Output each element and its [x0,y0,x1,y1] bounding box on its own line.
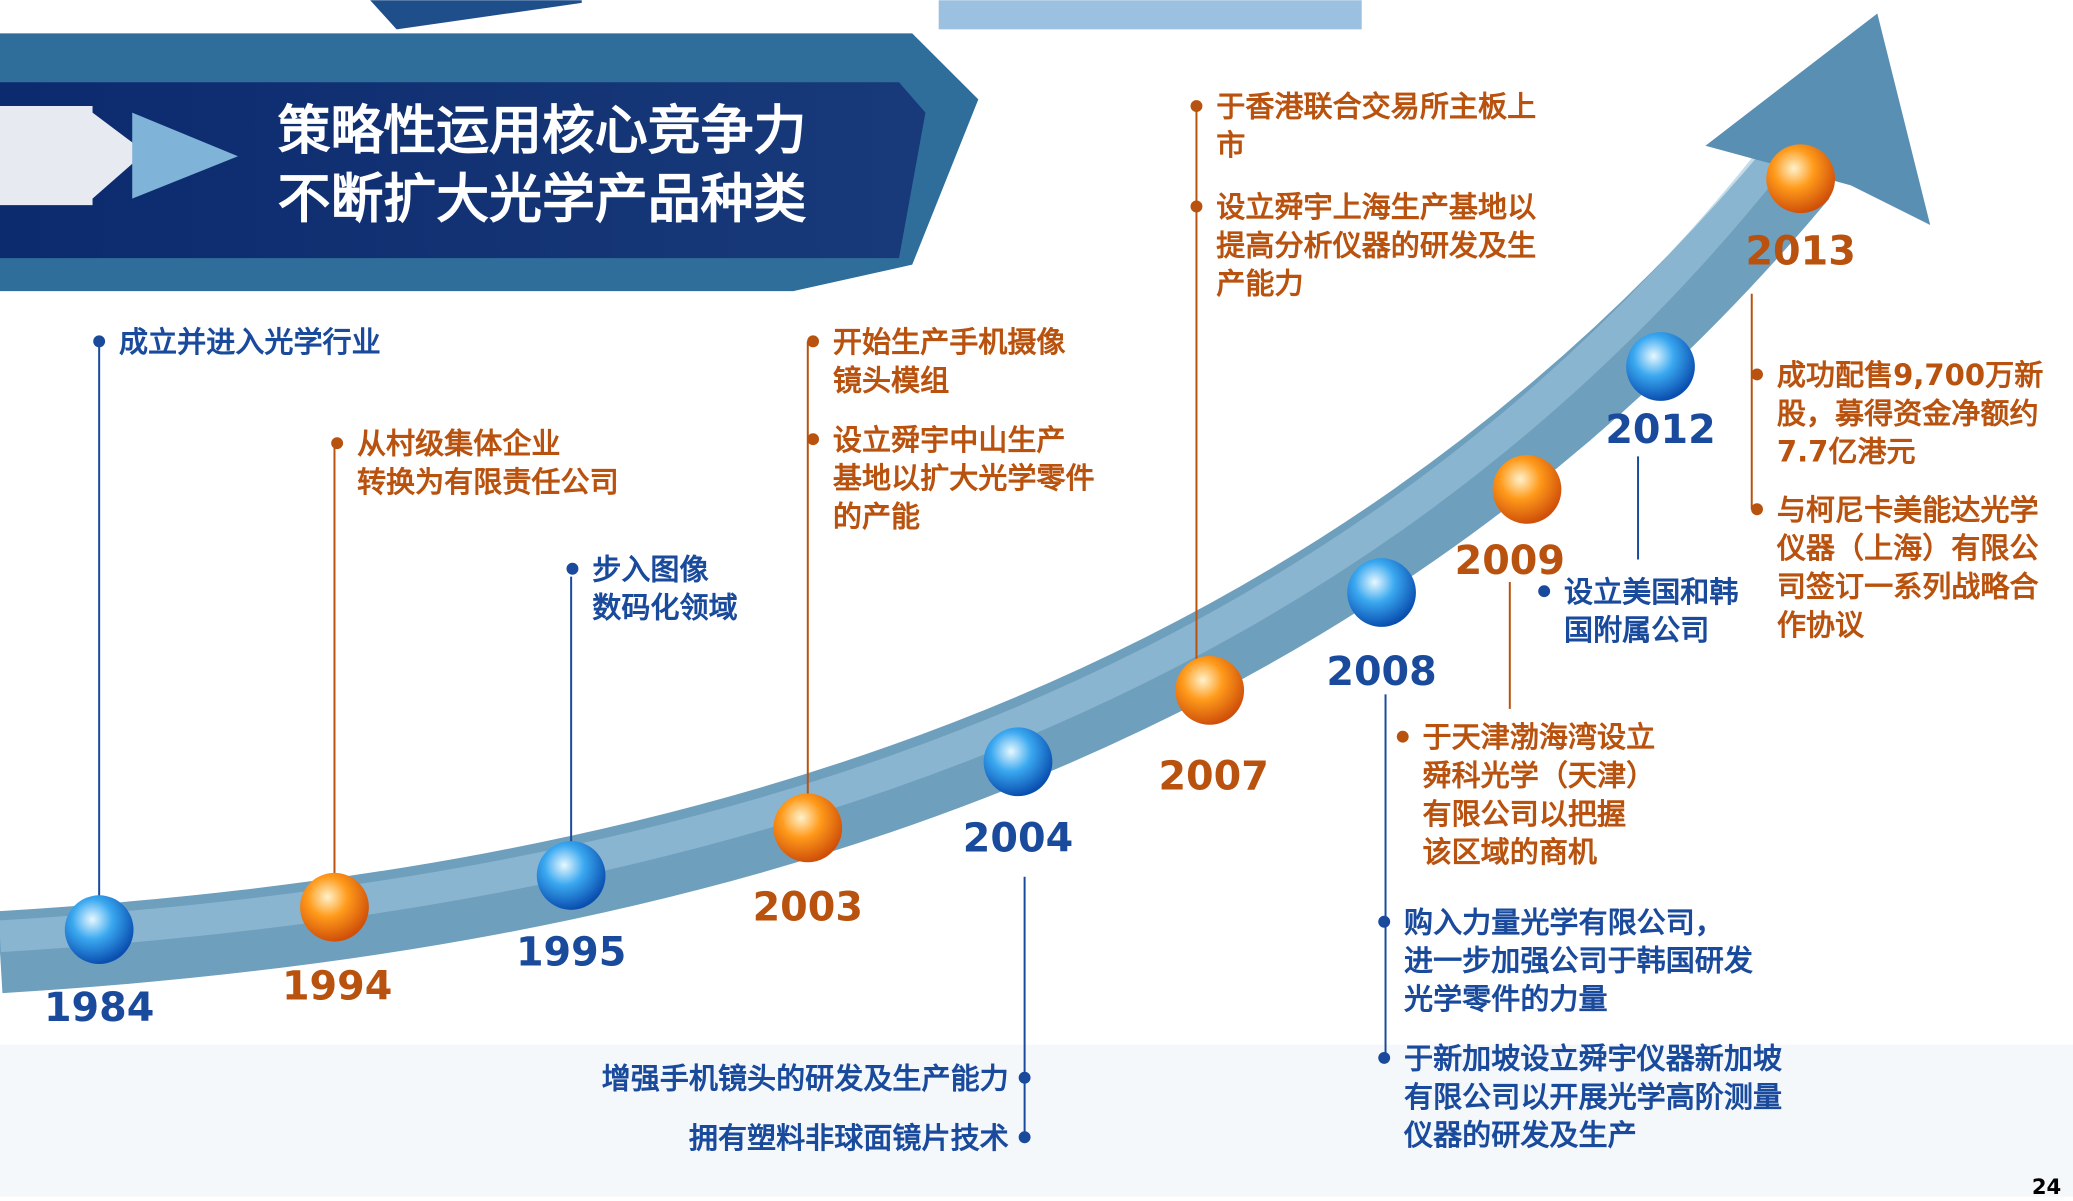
milestone-item: 增强手机镜头的研发及生产能力 [602,1061,1009,1095]
item-line: 7.7亿港元 [1777,435,1916,469]
slide: 策略性运用核心竞争力不断扩大光学产品种类 24 1984 成立并进入光学行业 199… [0,0,2073,1197]
milestone-item: 成功配售9,700万新股，募得资金净额约 7.7亿港元 [1777,358,2043,469]
item-line: 基地以扩大光学零件 [833,461,1095,495]
item-dot [1019,1131,1031,1143]
item-dot [1191,201,1203,213]
item-line: 与柯尼卡美能达光学 [1777,493,2039,527]
item-line: 成立并进入光学行业 [119,325,381,359]
milestone-item: 于香港联合交易所主板上市 [1216,90,1536,162]
milestone-ball [773,794,842,863]
item-line: 转换为有限责任公司 [357,465,619,499]
year-label: 2013 [1745,229,1855,275]
item-line: 增强手机镜头的研发及生产能力 [602,1061,1009,1095]
milestone-ball [1175,656,1244,725]
milestone-ball [1347,558,1416,627]
item-dot [1538,585,1550,597]
milestone-item: 设立舜宇中山生产基地以扩大光学零件的产能 [833,423,1095,534]
milestone-item: 设立舜宇上海生产基地以提高分析仪器的研发及生产能力 [1216,190,1536,301]
item-line: 提高分析仪器的研发及生 [1216,228,1536,262]
item-line: 进一步加强公司于韩国研发 [1404,944,1754,978]
year-label: 1995 [516,929,626,975]
item-line: 股，募得资金净额约 [1777,396,2039,430]
year-label: 2003 [753,884,863,930]
page: 策略性运用核心竞争力不断扩大光学产品种类 24 1984 成立并进入光学行业 199… [0,0,2073,1197]
item-line: 市 [1216,128,1245,162]
milestone-item: 成立并进入光学行业 [119,325,381,359]
milestone-ball [1493,455,1562,524]
year-label: 2007 [1158,754,1268,800]
item-line: 步入图像 [592,552,709,586]
item-line: 仪器（上海）有限公 [1776,531,2039,565]
item-dot [807,433,819,445]
milestone-item: 开始生产手机摄像镜头模组 [833,325,1067,397]
milestone-ball [984,727,1053,796]
item-line: 拥有塑料非球面镜片技术 [689,1121,1009,1155]
item-dot [1378,1052,1390,1064]
year-label: 2004 [963,816,1073,862]
item-line: 该区域的商机 [1423,835,1597,869]
item-line: 开始生产手机摄像 [833,325,1067,359]
year-label: 2008 [1326,649,1436,695]
item-dot [567,563,579,575]
year-label: 2009 [1455,538,1565,584]
item-dot [93,335,105,347]
item-line: 作协议 [1777,608,1865,642]
milestone-item: 从村级集体企业转换为有限责任公司 [357,427,619,499]
item-line: 数码化领域 [592,591,737,625]
milestone-item: 设立美国和韩国附属公司 [1564,575,1738,647]
milestone-ball [65,895,134,964]
milestone-ball [537,841,606,910]
item-line: 于新加坡设立舜宇仪器新加坡 [1404,1041,1783,1075]
year-label: 2012 [1605,407,1715,453]
item-line: 国附属公司 [1564,613,1709,647]
item-line: 于天津渤海湾设立 [1423,720,1656,754]
item-dot [1191,100,1203,112]
item-dot [807,335,819,347]
item-dot [1019,1072,1031,1084]
item-dot [331,437,343,449]
milestone-ball [1626,332,1695,401]
milestone-item: 与柯尼卡美能达光学仪器（上海）有限公司签订一系列战略合作协议 [1776,493,2040,642]
item-dot [1397,731,1409,743]
item-line: 仪器的研发及生产 [1403,1118,1637,1152]
milestone-ball [1766,144,1835,213]
milestone-item: 步入图像数码化领域 [592,552,737,624]
title-line: 不断扩大光学产品种类 [278,169,807,230]
year-label: 1984 [44,985,154,1031]
item-line: 产能力 [1216,267,1303,301]
milestone-ball [300,873,369,942]
item-line: 舜科光学（天津） [1423,759,1656,793]
item-line: 于香港联合交易所主板上 [1216,90,1536,124]
item-line: 购入力量光学有限公司， [1404,905,1724,939]
item-line: 设立舜宇上海生产基地以 [1216,190,1536,224]
item-line: 的产能 [833,499,920,533]
item-line: 光学零件的力量 [1404,982,1608,1016]
item-line: 成功配售9,700万新 [1777,358,2043,392]
milestone-item: 拥有塑料非球面镜片技术 [689,1121,1009,1155]
milestone-item: 于天津渤海湾设立舜科光学（天津） 有限公司以把握该区域的商机 [1423,720,1656,869]
title-line: 策略性运用核心竞争力 [278,100,807,161]
item-line: 司签订一系列战略合 [1777,570,2040,604]
item-line: 有限公司以开展光学高阶测量 [1404,1080,1782,1114]
item-line: 有限公司以把握 [1423,797,1627,831]
item-dot [1751,368,1763,380]
milestone-item: 购入力量光学有限公司， 进一步加强公司于韩国研发光学零件的力量 [1404,905,1754,1016]
item-line: 从村级集体企业 [357,427,561,461]
item-line: 镜头模组 [833,363,949,397]
year-label: 1994 [282,964,392,1010]
item-dot [1751,503,1763,515]
item-line: 设立舜宇中山生产 [833,423,1066,457]
item-dot [1378,916,1390,928]
page-number: 24 [2032,1174,2061,1197]
item-line: 设立美国和韩 [1564,575,1738,609]
